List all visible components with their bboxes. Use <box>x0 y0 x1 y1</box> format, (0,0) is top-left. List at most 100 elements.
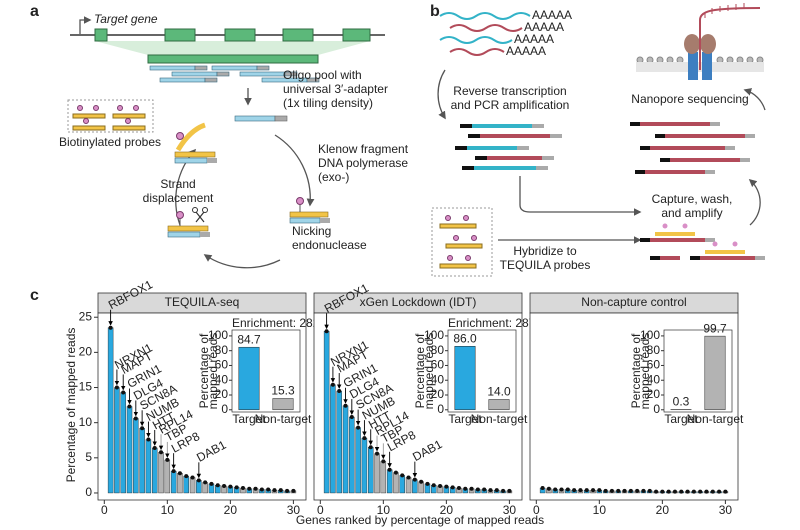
bar <box>107 327 114 494</box>
mean-dot <box>609 488 614 493</box>
poly-a: AAAAA <box>506 44 546 58</box>
mean-dot <box>597 488 602 493</box>
inset-value-label: 0.3 <box>673 395 690 409</box>
facet-title: Non-capture control <box>581 295 686 309</box>
mean-dot <box>412 477 417 482</box>
mean-dot <box>159 450 164 455</box>
panel-b: b AAAAA AAAAA AAAAA AAAAA Reverse transc… <box>430 3 766 277</box>
mean-dot <box>704 489 709 494</box>
bar <box>405 477 412 494</box>
sequenced-reads <box>630 122 755 174</box>
mean-dot <box>679 489 684 494</box>
mean-dot <box>723 489 728 494</box>
mean-dot <box>660 489 665 494</box>
inset-value-label: 99.7 <box>703 321 727 335</box>
rna-waves <box>439 12 531 56</box>
x-tick-label: 10 <box>377 503 391 517</box>
inset-title: Enrichment: 282x <box>232 316 325 330</box>
amplicons <box>455 124 562 170</box>
mean-dot <box>654 489 659 494</box>
panel-c: c Percentage of mapped reads Genes ranke… <box>30 287 544 527</box>
inset-y-tick-label: 40 <box>215 372 229 386</box>
inset-y-label: mapped reads <box>422 333 436 410</box>
inset-y-label: mapped reads <box>638 333 652 410</box>
inset-title: Enrichment: 287x <box>448 316 541 330</box>
panel-a: a Target gene Oligo pool with universal 3… <box>30 3 409 269</box>
bar <box>380 461 387 494</box>
mean-dot <box>272 488 277 493</box>
inset-y-label: Percentage of <box>197 333 211 408</box>
mean-dot <box>641 488 646 493</box>
mean-dot <box>431 483 436 488</box>
mean-dot <box>553 487 558 492</box>
hybridize-text: Hybridize to TEQUILA probes <box>500 244 591 272</box>
bar <box>139 428 145 494</box>
x-tick-label: 0 <box>317 503 324 517</box>
mean-dot <box>469 486 474 491</box>
mean-dot <box>647 488 652 493</box>
inset-y-tick-label: 60 <box>215 358 229 372</box>
cycle-arrow <box>274 134 315 207</box>
inset-category: Non-target <box>471 412 528 426</box>
mean-dot <box>240 486 245 491</box>
mean-dot <box>349 415 354 420</box>
text-line: displacement <box>143 191 214 205</box>
inset-category: Non-target <box>255 412 312 426</box>
mean-dot <box>698 489 703 494</box>
bar <box>361 437 368 494</box>
mean-dot <box>635 488 640 493</box>
mean-dot <box>375 451 380 456</box>
mean-dot <box>475 487 480 492</box>
x-tick-label: 30 <box>503 503 517 517</box>
inset-bar <box>488 399 510 411</box>
rt-text: Reverse transcription and PCR amplificati… <box>451 84 570 112</box>
oligo-pool <box>149 65 320 83</box>
x-tick-label: 10 <box>161 503 175 517</box>
mean-dot <box>222 483 227 488</box>
cycle-arrow <box>203 254 281 269</box>
facet-title: TEQUILA-seq <box>165 295 240 309</box>
inset-y-tick-label: 100 <box>208 328 228 342</box>
mean-dot <box>591 488 596 493</box>
mean-dot <box>666 489 671 494</box>
mean-dot <box>578 488 583 493</box>
mean-dot <box>108 325 113 330</box>
inset-y-tick-label: 20 <box>431 387 445 401</box>
inset-category: Target <box>232 412 266 426</box>
mean-dot <box>393 470 398 475</box>
probe-box <box>431 207 493 277</box>
bar <box>133 418 139 494</box>
bar <box>386 469 393 494</box>
x-tick-label: 20 <box>656 503 670 517</box>
nanopore-text: Nanopore sequencing <box>631 92 748 106</box>
x-tick-label: 10 <box>593 503 607 517</box>
mean-dot <box>565 487 570 492</box>
inset-y-label: Percentage of <box>629 333 643 408</box>
bar <box>323 331 330 494</box>
bar <box>120 392 126 494</box>
mean-dot <box>253 486 258 491</box>
inset-y-tick-label: 0 <box>437 402 444 416</box>
inset-bar <box>454 346 476 411</box>
exon-projection <box>95 41 370 55</box>
bar <box>152 447 158 494</box>
inset-value-label: 84.7 <box>237 332 261 346</box>
mean-dot <box>215 483 220 488</box>
x-tick-label: 30 <box>287 503 301 517</box>
inset-y-tick-label: 20 <box>647 387 661 401</box>
y-tick-label: 15 <box>79 380 93 394</box>
inset-bar <box>238 346 260 411</box>
probe-box <box>67 99 154 133</box>
mean-dot <box>507 488 512 493</box>
mean-dot <box>266 487 271 492</box>
text-line: (exo-) <box>318 170 349 184</box>
strand-text: Strand displacement <box>143 177 214 205</box>
mean-dot <box>228 484 233 489</box>
facet-title: xGen Lockdown (IDT) <box>360 295 477 309</box>
mean-dot <box>234 485 239 490</box>
mean-dot <box>425 481 430 486</box>
mean-dot <box>285 488 290 493</box>
inset-category: Non-target <box>687 412 744 426</box>
tss-arrow <box>79 16 92 34</box>
oligo <box>234 115 276 122</box>
